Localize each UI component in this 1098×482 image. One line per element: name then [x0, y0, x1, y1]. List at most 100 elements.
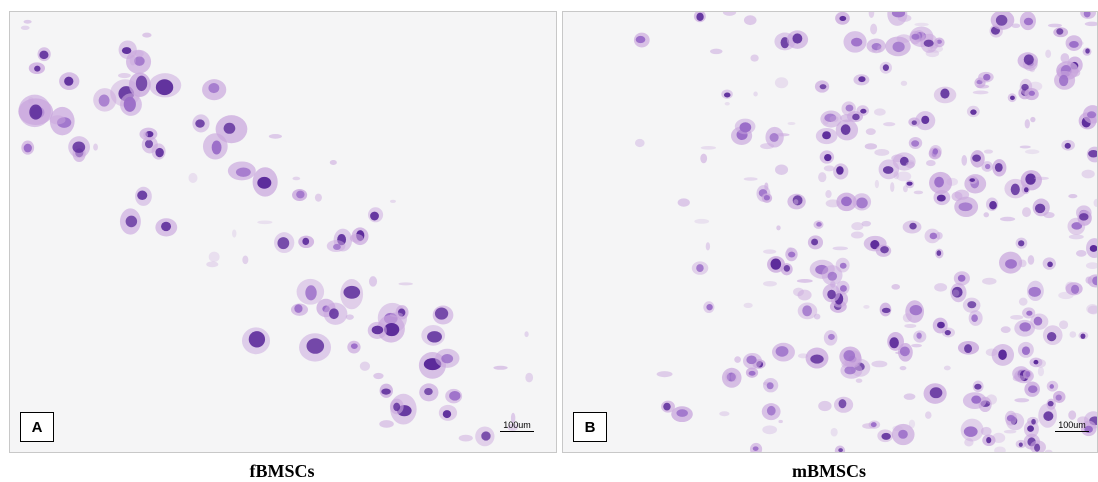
stained-cell: [763, 377, 779, 393]
stained-cell: [475, 426, 495, 447]
stained-cell: [868, 420, 881, 429]
cell-debris: [1093, 198, 1097, 207]
stained-cell: [960, 418, 984, 442]
stained-cell: [935, 248, 944, 259]
stained-cell: [1004, 410, 1017, 426]
stained-cell: [340, 279, 364, 310]
stained-cell: [805, 347, 829, 369]
cell-debris: [778, 419, 783, 424]
cell-debris: [458, 434, 473, 442]
cell-debris: [143, 131, 149, 138]
stained-cell: [835, 119, 859, 141]
cell-debris: [700, 153, 708, 164]
cell-debris: [1003, 429, 1017, 434]
scale-bar-label-a: 100um: [503, 420, 531, 430]
stained-cell: [908, 117, 921, 127]
stained-cell: [885, 36, 911, 57]
cell-debris: [1045, 49, 1052, 58]
cell-debris: [49, 115, 66, 125]
cell-debris: [206, 261, 219, 268]
cell-debris: [871, 360, 888, 368]
cell-debris: [874, 179, 880, 189]
stained-cell: [920, 33, 938, 53]
cell-debris: [1027, 255, 1035, 265]
cell-debris: [1034, 176, 1049, 181]
cell-debris: [753, 91, 758, 97]
cell-debris: [1068, 193, 1078, 199]
stained-cell: [734, 118, 756, 135]
cell-debris: [398, 282, 413, 286]
stained-cell: [1046, 380, 1059, 392]
stained-cell: [742, 352, 762, 370]
cell-debris: [855, 378, 863, 383]
cell-debris: [902, 185, 908, 193]
cell-debris: [983, 212, 990, 218]
stained-cell: [1054, 70, 1076, 90]
cell-debris: [734, 356, 741, 363]
stained-cell: [37, 47, 51, 62]
stained-cell: [155, 218, 178, 237]
stained-cell: [834, 445, 846, 452]
stained-cell: [126, 49, 152, 74]
stained-cell: [875, 244, 892, 257]
stained-cell: [120, 93, 142, 116]
cell-debris: [359, 361, 371, 371]
stained-cell: [721, 367, 742, 388]
cell-debris: [1068, 410, 1077, 420]
cell-debris: [763, 249, 777, 254]
stained-cell: [671, 406, 693, 423]
cell-debris: [900, 80, 908, 86]
cell-debris: [760, 143, 775, 150]
cell-debris: [232, 229, 237, 238]
cell-debris: [943, 365, 951, 371]
stained-cell: [421, 324, 446, 346]
stained-cell: [780, 263, 793, 276]
stained-cell: [887, 331, 904, 351]
stained-cell: [846, 111, 864, 123]
stained-cell: [323, 302, 348, 325]
cell-debris: [750, 54, 759, 62]
cell-debris: [1014, 398, 1030, 403]
stained-cell: [902, 220, 922, 234]
stained-cell: [833, 163, 849, 180]
stained-cell: [1026, 280, 1044, 301]
stained-cell: [840, 362, 863, 379]
cell-debris: [914, 22, 929, 27]
panel-label-a: A: [20, 412, 54, 442]
cell-debris: [1029, 66, 1036, 73]
cell-debris: [864, 143, 878, 150]
cell-debris: [874, 108, 886, 116]
caption-a: fBMSCs: [249, 461, 315, 481]
cell-debris: [774, 77, 789, 89]
stained-cell: [1080, 12, 1096, 19]
stained-cell: [978, 71, 994, 83]
cell-debris: [292, 176, 301, 181]
stained-cell: [438, 404, 458, 421]
cell-debris: [1044, 449, 1053, 452]
cell-debris: [525, 372, 534, 383]
stained-cell: [139, 127, 158, 141]
cell-debris: [188, 172, 198, 183]
stained-cell: [923, 383, 947, 404]
cell-debris: [891, 283, 901, 290]
stained-cell: [292, 188, 308, 202]
stained-cell: [1017, 52, 1039, 69]
stained-cell: [745, 367, 759, 378]
cell-debris: [908, 419, 916, 429]
cell-debris: [985, 394, 997, 405]
cell-debris: [961, 155, 968, 166]
cell-debris: [349, 233, 364, 243]
stained-cell: [814, 80, 830, 93]
cell-debris: [913, 190, 924, 195]
stained-cell: [1052, 390, 1066, 403]
stained-cell: [1015, 439, 1027, 449]
stained-cell: [1021, 184, 1030, 195]
stained-cell: [1022, 307, 1036, 319]
cell-debris: [982, 277, 997, 285]
stained-cell: [367, 207, 384, 223]
cell-debris: [1011, 23, 1021, 29]
cell-debris: [507, 423, 518, 432]
cell-debris: [730, 372, 738, 382]
stained-cell: [1024, 87, 1039, 101]
stained-cell: [749, 442, 763, 452]
